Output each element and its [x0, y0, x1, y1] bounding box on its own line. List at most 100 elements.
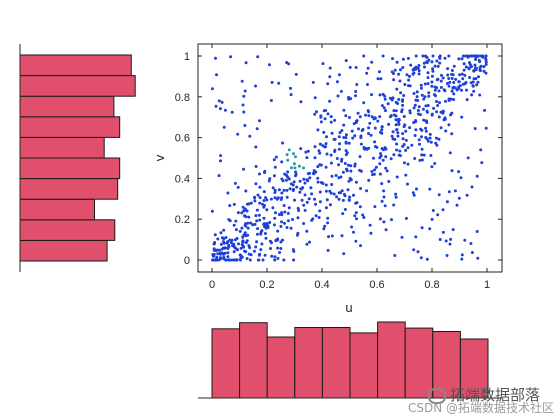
- scatter-point: [452, 81, 456, 84]
- scatter-point: [311, 217, 315, 221]
- scatter-point: [452, 98, 456, 101]
- scatter-point: [400, 235, 404, 239]
- bottom-hist-bar: [294, 327, 323, 399]
- scatter-point: [325, 198, 329, 202]
- scatter-point: [258, 218, 262, 222]
- scatter-point: [484, 71, 488, 75]
- scatter-point: [219, 154, 223, 158]
- scatter-point: [255, 219, 259, 223]
- scatter-point: [248, 134, 252, 138]
- scatter-point: [238, 229, 242, 233]
- scatter-point: [347, 95, 351, 99]
- scatter-point: [214, 258, 218, 262]
- scatter-point: [427, 94, 431, 98]
- scatter-point: [260, 229, 264, 233]
- scatter-point: [403, 123, 407, 127]
- scatter-point: [243, 214, 246, 218]
- scatter-point: [333, 137, 337, 141]
- scatter-point: [292, 249, 296, 253]
- scatter-point: [422, 97, 426, 101]
- scatter-point: [457, 80, 461, 84]
- scatter-point: [271, 186, 275, 190]
- scatter-point: [335, 157, 339, 160]
- scatter-point: [345, 167, 348, 171]
- scatter-point: [426, 139, 430, 143]
- scatter-point: [404, 173, 408, 177]
- scatter-point: [421, 54, 425, 58]
- scatter-point: [392, 72, 395, 75]
- scatter-point: [297, 164, 301, 168]
- scatter-point: [326, 221, 330, 225]
- scatter-point: [425, 60, 429, 64]
- scatter-point: [465, 98, 469, 102]
- scatter-point: [402, 94, 406, 97]
- scatter-point: [337, 73, 341, 77]
- scatter-point: [241, 103, 245, 107]
- scatter-point: [394, 114, 398, 118]
- scatter-point: [413, 103, 417, 107]
- scatter-point: [254, 145, 258, 149]
- scatter-point: [344, 133, 348, 137]
- scatter-point: [436, 64, 440, 68]
- scatter-point: [482, 69, 486, 73]
- x-tick-label: 0.8: [424, 279, 439, 291]
- scatter-point: [450, 69, 454, 72]
- left-hist-bar: [19, 219, 116, 241]
- scatter-point: [329, 120, 333, 124]
- scatter-point: [439, 86, 443, 89]
- scatter-point: [294, 170, 298, 174]
- scatter-point: [227, 243, 231, 247]
- scatter-point: [373, 168, 377, 172]
- scatter-point: [430, 84, 434, 88]
- scatter-point: [355, 83, 359, 86]
- scatter-point: [223, 108, 227, 112]
- scatter-point: [298, 190, 302, 194]
- scatter-point: [435, 59, 439, 63]
- scatter-point: [305, 229, 309, 233]
- scatter-point: [370, 93, 373, 97]
- scatter-point: [396, 102, 400, 105]
- scatter-point: [243, 249, 247, 253]
- scatter-point: [305, 200, 309, 204]
- scatter-point: [368, 121, 372, 125]
- scatter-point: [359, 134, 363, 138]
- scatter-point: [390, 218, 393, 222]
- scatter-point: [435, 100, 438, 103]
- scatter-point: [243, 124, 247, 127]
- scatter-point: [477, 75, 480, 79]
- scatter-point: [319, 115, 323, 119]
- scatter-point: [326, 82, 330, 86]
- scatter-point: [406, 162, 410, 166]
- scatter-point: [262, 222, 266, 226]
- scatter-point: [386, 102, 390, 106]
- scatter-point: [425, 257, 429, 261]
- scatter-point: [328, 66, 332, 70]
- scatter-point: [479, 148, 483, 152]
- scatter-point: [337, 163, 341, 167]
- scatter-point: [282, 188, 286, 192]
- scatter-point: [228, 204, 232, 208]
- scatter-point: [409, 63, 413, 67]
- scatter-point: [394, 192, 398, 196]
- scatter-point: [242, 110, 246, 114]
- scatter-point: [267, 63, 271, 67]
- x-tick-label: 1: [484, 279, 490, 291]
- scatter-point: [437, 193, 441, 197]
- scatter-point: [453, 189, 457, 193]
- scatter-point: [268, 221, 272, 224]
- scatter-point: [427, 58, 431, 62]
- scatter-point: [447, 190, 451, 194]
- scatter-point: [354, 239, 358, 243]
- scatter-point: [451, 228, 455, 232]
- scatter-point: [424, 126, 428, 130]
- scatter-point: [248, 258, 252, 262]
- scatter-point: [378, 115, 382, 119]
- scatter-point: [392, 109, 396, 113]
- scatter-point: [350, 225, 354, 229]
- bottom-hist-bar: [349, 332, 379, 399]
- scatter-point: [447, 54, 451, 58]
- scatter-point: [356, 111, 360, 115]
- scatter-point: [212, 254, 215, 258]
- scatter-point: [278, 251, 282, 254]
- scatter-point: [382, 189, 386, 193]
